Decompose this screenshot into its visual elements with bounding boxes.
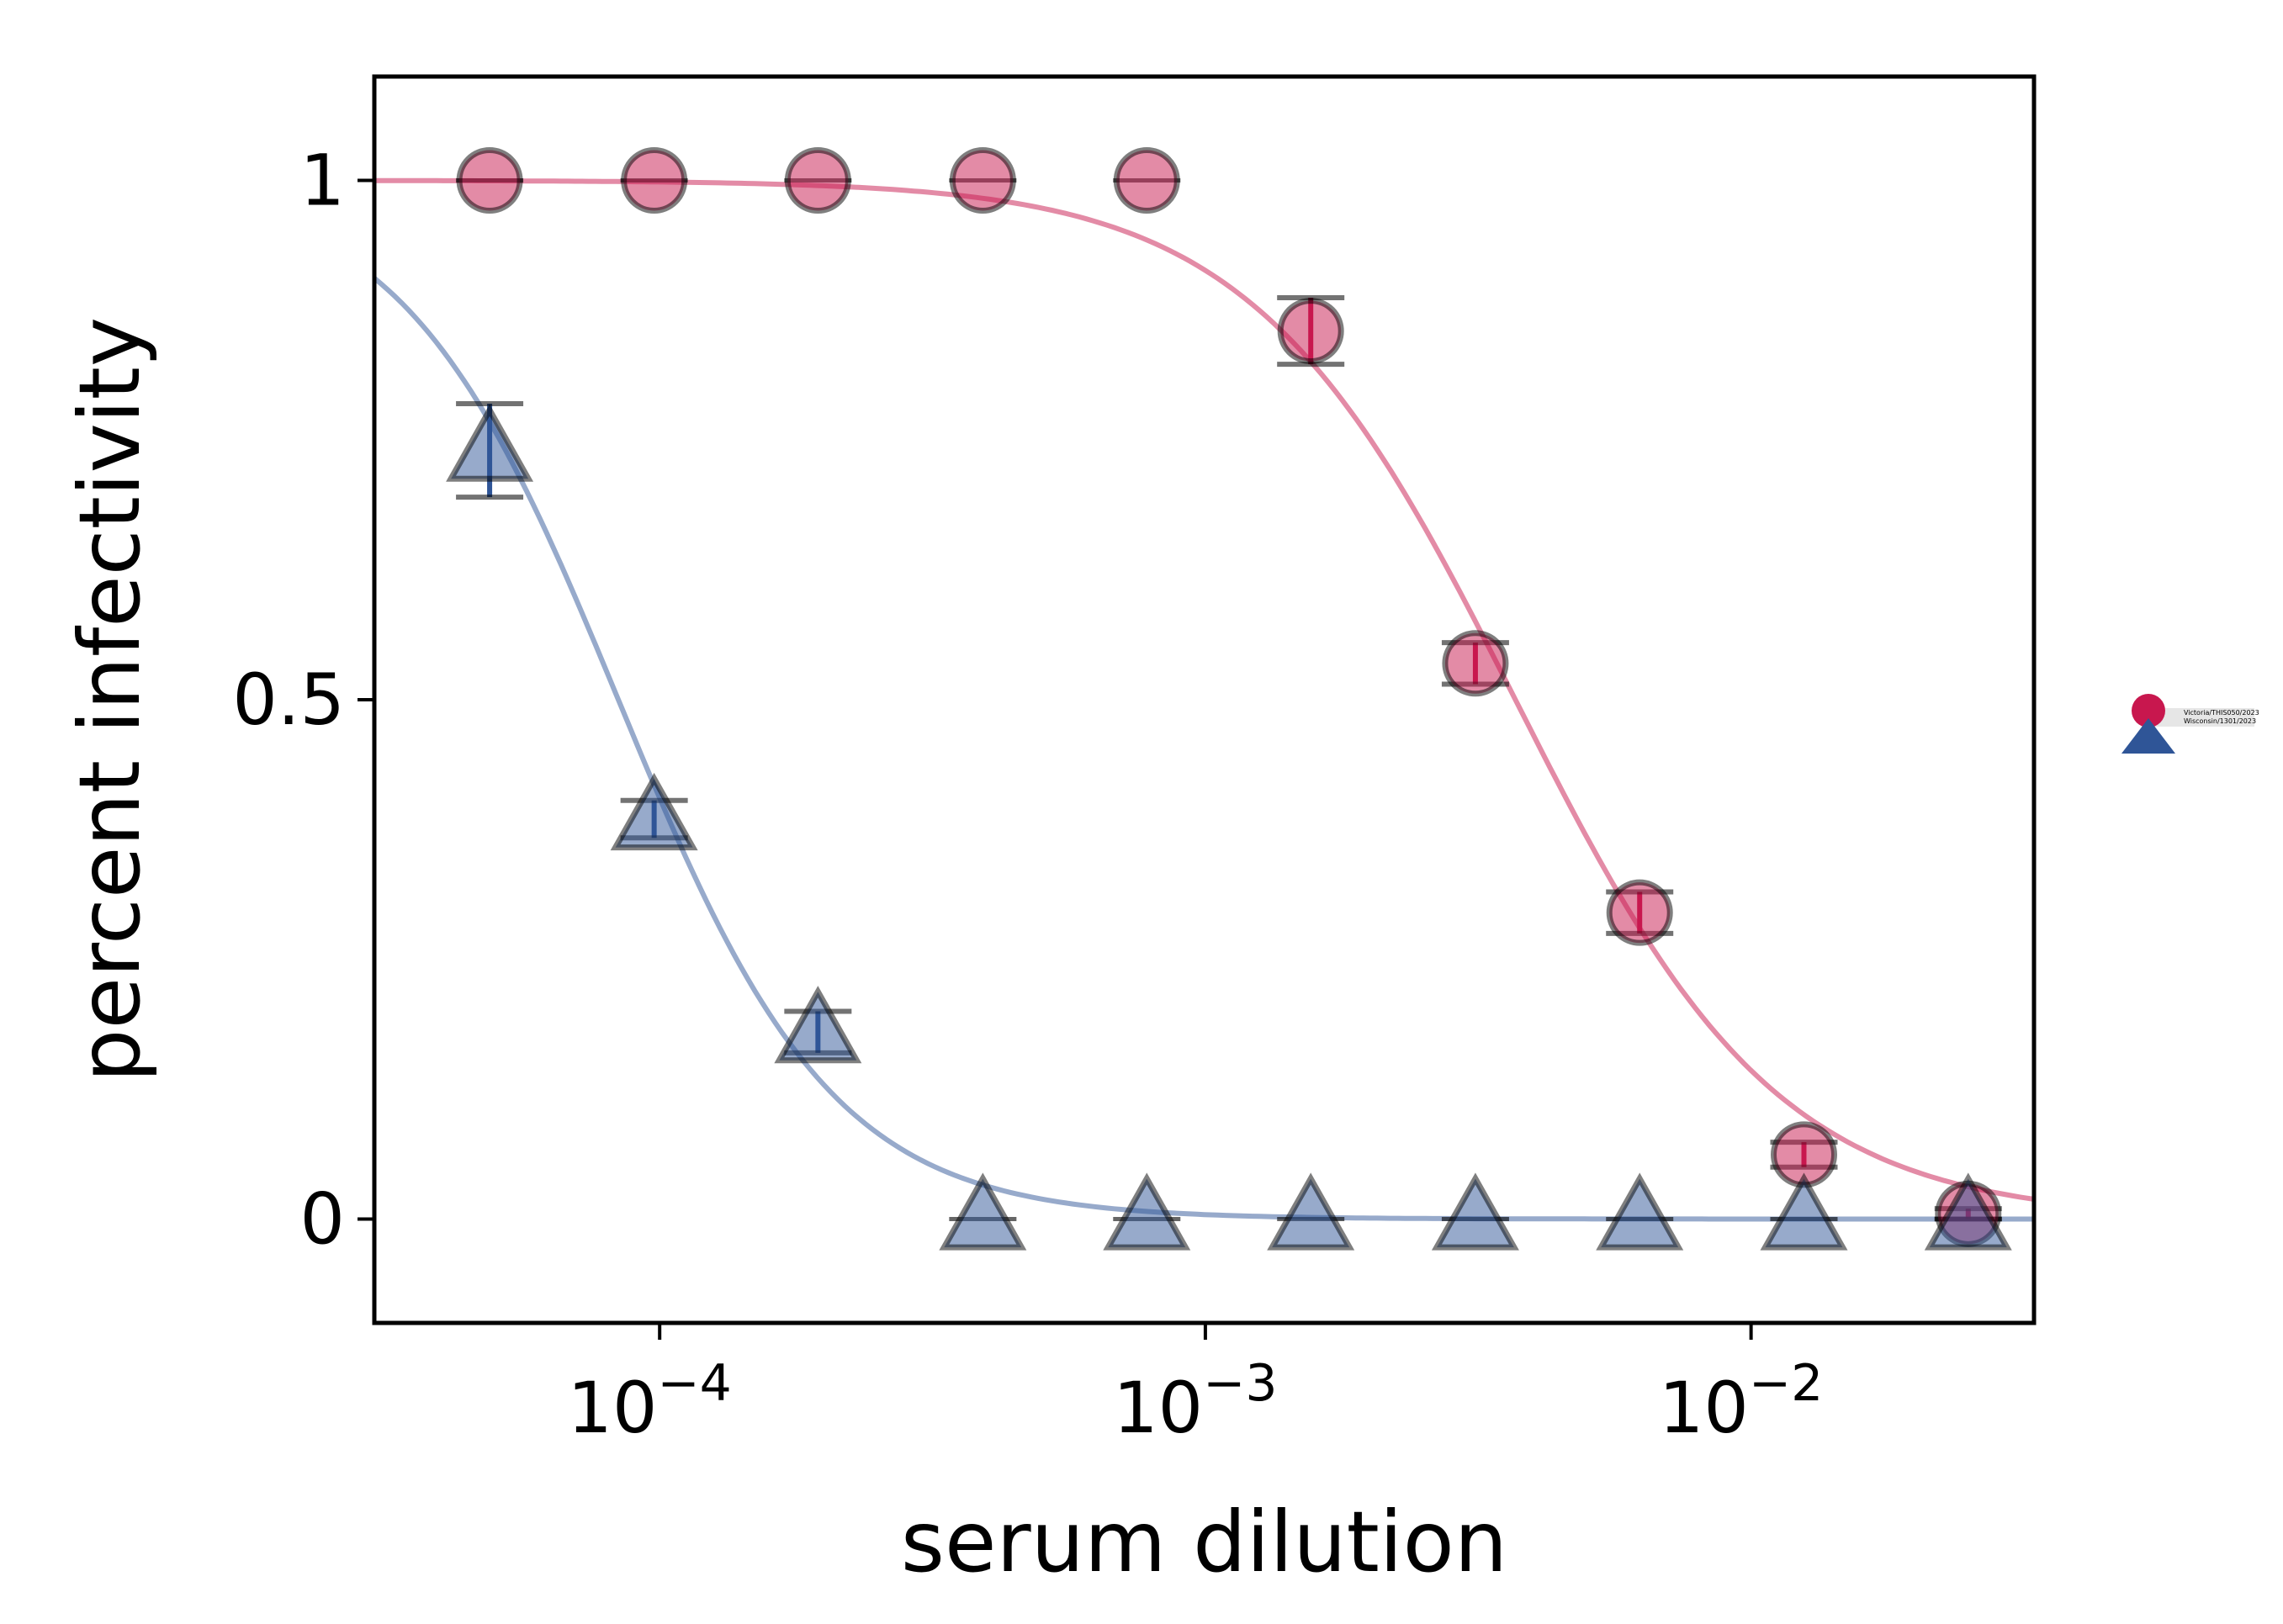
y-axis: 00.51 [232, 140, 374, 1261]
fit-curve-0 [374, 177, 2035, 1202]
data-point [784, 147, 851, 214]
fit-curve-1 [373, 276, 2034, 1222]
data-point [1760, 1172, 1848, 1251]
x-axis-title: serum dilution [901, 1493, 1507, 1591]
data-point [949, 147, 1016, 214]
data-point [1606, 879, 1673, 946]
data-point [774, 986, 862, 1064]
data-point [456, 147, 523, 214]
data-point [446, 404, 534, 482]
y-axis-title: percent infectivity [61, 317, 159, 1082]
data-point [1431, 1172, 1519, 1251]
legend-label: Wisconsin/1301/2023 [2184, 717, 2256, 725]
legend-marker [2121, 718, 2175, 754]
data-point [1103, 1172, 1191, 1251]
y-tick-label: 0 [300, 1178, 345, 1261]
data-point [621, 147, 688, 214]
legend-label: Victoria/THIS050/2023 [2184, 709, 2259, 717]
data-point [1277, 298, 1344, 365]
data-point [1113, 147, 1180, 214]
legend-box [2145, 708, 2254, 727]
x-tick-label: 10−2 [1659, 1354, 1823, 1449]
data-point [939, 1172, 1027, 1251]
data-point [1924, 1172, 2012, 1251]
data-markers [446, 147, 2012, 1251]
data-point [1596, 1172, 1684, 1251]
legend-marker [2132, 694, 2165, 727]
x-tick-label: 10−4 [568, 1354, 732, 1449]
y-tick-label: 0.5 [232, 659, 345, 741]
x-axis: 10−4 10−3 10−2 [568, 1323, 1823, 1449]
error-bars [456, 178, 2002, 1222]
data-point [1267, 1172, 1355, 1251]
y-tick-label: 1 [300, 140, 345, 222]
data-point [610, 772, 698, 851]
data-point [1442, 630, 1509, 697]
fit-curves [373, 177, 2035, 1222]
x-tick-label: 10−3 [1113, 1354, 1277, 1449]
